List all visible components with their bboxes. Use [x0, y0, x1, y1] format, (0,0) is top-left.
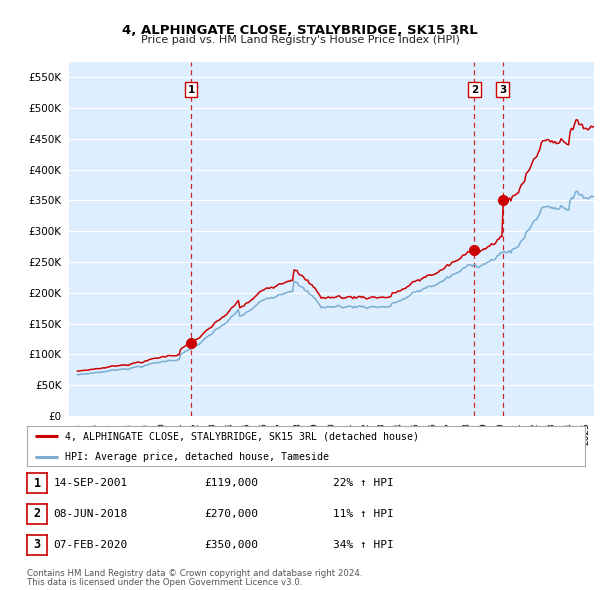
Text: 1: 1: [34, 477, 41, 490]
Text: Contains HM Land Registry data © Crown copyright and database right 2024.: Contains HM Land Registry data © Crown c…: [27, 569, 362, 578]
Text: 2: 2: [34, 507, 41, 520]
Text: 3: 3: [34, 538, 41, 551]
Text: 22% ↑ HPI: 22% ↑ HPI: [333, 478, 394, 488]
Text: 11% ↑ HPI: 11% ↑ HPI: [333, 509, 394, 519]
Text: 34% ↑ HPI: 34% ↑ HPI: [333, 540, 394, 549]
Text: 07-FEB-2020: 07-FEB-2020: [53, 540, 128, 549]
Text: 3: 3: [499, 84, 506, 94]
Text: 14-SEP-2001: 14-SEP-2001: [53, 478, 128, 488]
Text: This data is licensed under the Open Government Licence v3.0.: This data is licensed under the Open Gov…: [27, 578, 302, 587]
Text: 1: 1: [187, 84, 195, 94]
Text: 4, ALPHINGATE CLOSE, STALYBRIDGE, SK15 3RL: 4, ALPHINGATE CLOSE, STALYBRIDGE, SK15 3…: [122, 24, 478, 37]
Text: HPI: Average price, detached house, Tameside: HPI: Average price, detached house, Tame…: [65, 453, 329, 463]
Text: £119,000: £119,000: [204, 478, 258, 488]
Text: 08-JUN-2018: 08-JUN-2018: [53, 509, 128, 519]
Text: Price paid vs. HM Land Registry's House Price Index (HPI): Price paid vs. HM Land Registry's House …: [140, 35, 460, 45]
Text: 2: 2: [471, 84, 478, 94]
Text: £270,000: £270,000: [204, 509, 258, 519]
Text: 4, ALPHINGATE CLOSE, STALYBRIDGE, SK15 3RL (detached house): 4, ALPHINGATE CLOSE, STALYBRIDGE, SK15 3…: [65, 431, 419, 441]
Text: £350,000: £350,000: [204, 540, 258, 549]
